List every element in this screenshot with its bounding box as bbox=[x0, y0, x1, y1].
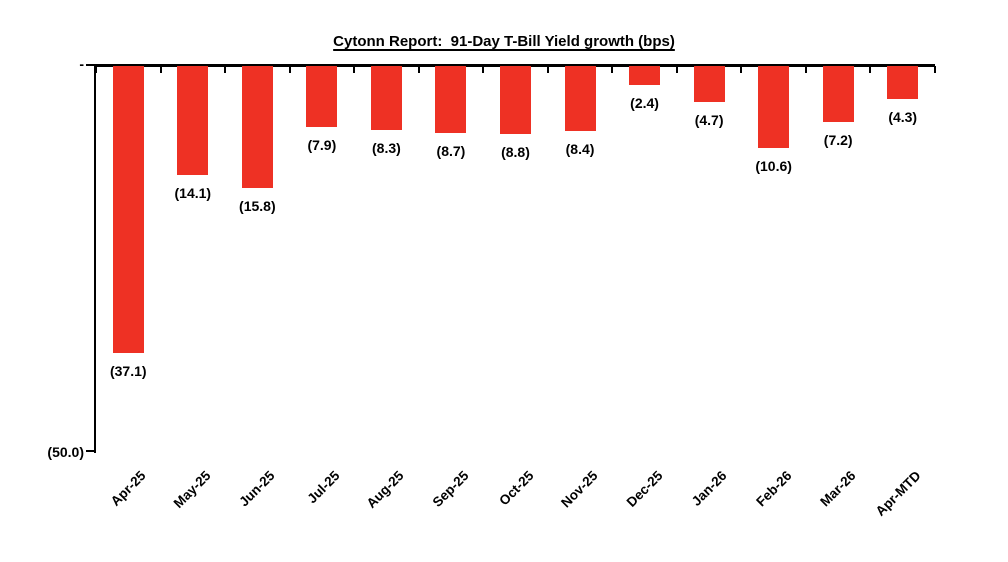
x-axis-tick bbox=[95, 66, 97, 73]
x-axis-tick bbox=[417, 66, 420, 73]
bar-value-label: (8.3) bbox=[372, 140, 401, 157]
bar-apr-mtd bbox=[887, 66, 919, 100]
bar-jun-25 bbox=[241, 66, 273, 189]
bar-value-label: (8.7) bbox=[436, 143, 466, 160]
x-axis-tick bbox=[869, 66, 872, 73]
bar-value-label: (15.8) bbox=[239, 198, 276, 215]
bar-value-label: (8.4) bbox=[565, 141, 595, 158]
chart-title: Cytonn Report: 91-Day T-Bill Yield growt… bbox=[333, 33, 675, 50]
x-axis-tick bbox=[611, 66, 614, 73]
y-axis-label-zero: - bbox=[79, 56, 84, 72]
y-axis-tick-bottom bbox=[86, 450, 95, 452]
x-axis-tick bbox=[740, 66, 743, 73]
bar-value-label: (37.1) bbox=[109, 363, 147, 380]
x-axis-zero-line bbox=[94, 64, 935, 67]
y-axis-tick-top bbox=[86, 64, 95, 66]
y-axis-line bbox=[94, 64, 96, 453]
bar-value-label: (7.2) bbox=[823, 131, 853, 148]
bar-nov-25 bbox=[564, 66, 596, 132]
bar-value-label: (7.9) bbox=[307, 137, 337, 154]
x-axis-tick bbox=[675, 66, 678, 73]
x-axis-tick bbox=[482, 66, 485, 73]
bar-sep-25 bbox=[435, 66, 467, 134]
x-axis-tick bbox=[546, 66, 549, 73]
x-axis-tick bbox=[934, 66, 936, 73]
bar-value-label: (14.1) bbox=[174, 185, 212, 202]
x-axis-tick bbox=[804, 66, 807, 73]
bar-value-label: (2.4) bbox=[630, 94, 659, 111]
bar-oct-25 bbox=[500, 66, 531, 135]
bar-dec-25 bbox=[629, 66, 661, 85]
y-axis-label-min: (50.0) bbox=[47, 444, 84, 460]
bar-value-label: (4.3) bbox=[888, 109, 918, 126]
bar-jul-25 bbox=[306, 66, 338, 128]
bar-mar-26 bbox=[822, 66, 854, 122]
x-axis-tick bbox=[224, 66, 227, 73]
x-axis-tick bbox=[288, 66, 291, 73]
bar-value-label: (8.8) bbox=[501, 144, 530, 161]
x-axis-tick bbox=[159, 66, 162, 73]
bar-value-label: (10.6) bbox=[755, 158, 792, 175]
bar-jan-26 bbox=[693, 66, 725, 103]
bar-apr-25 bbox=[112, 66, 144, 354]
bar-aug-25 bbox=[370, 66, 402, 131]
x-axis-tick bbox=[353, 66, 356, 73]
bar-feb-26 bbox=[758, 66, 790, 149]
bar-value-label: (4.7) bbox=[694, 112, 724, 129]
bar-may-25 bbox=[177, 66, 209, 176]
